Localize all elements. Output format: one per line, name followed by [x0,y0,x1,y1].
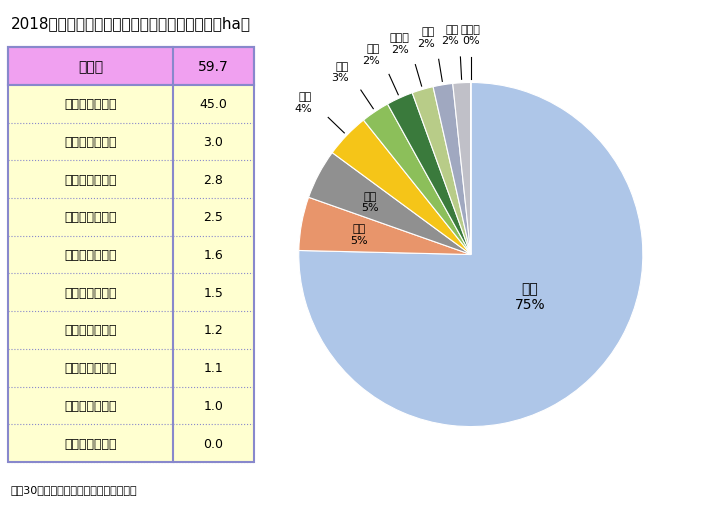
Text: 1.1: 1.1 [204,362,223,374]
Text: 2018年産　瀬戸ジャイアンツの栽培面積（単位ha）: 2018年産 瀬戸ジャイアンツの栽培面積（単位ha） [11,16,251,31]
Wedge shape [309,154,471,255]
Text: 岡　　　　　山: 岡 山 [64,98,117,111]
Text: 平成30年産特産果樹生産動態等調査より: 平成30年産特産果樹生産動態等調査より [11,484,137,494]
Text: 愛　　　　　知: 愛 知 [64,173,117,186]
Text: 1.2: 1.2 [204,324,223,337]
Text: 大分
2%: 大分 2% [417,27,435,49]
Text: 2.8: 2.8 [203,173,224,186]
Text: 香　　　　　川: 香 川 [64,136,117,148]
Bar [8,86,254,123]
Text: 和　歌　　　山: 和 歌 山 [64,324,117,337]
Text: 和歌山
2%: 和歌山 2% [389,33,409,55]
Bar [8,274,254,312]
Wedge shape [412,87,471,255]
Wedge shape [332,121,471,255]
Wedge shape [299,83,643,427]
Text: 兵庫
2%: 兵庫 2% [362,44,379,66]
Text: そ　の　　　他: そ の 他 [64,437,117,450]
Bar [8,387,254,424]
Bar [8,312,254,349]
Text: 総　計: 総 計 [78,60,103,74]
Text: 愛知
5%: 愛知 5% [362,191,379,213]
Text: 1.6: 1.6 [204,248,223,262]
Text: 2.5: 2.5 [203,211,224,224]
Text: 愛媛
4%: 愛媛 4% [295,92,312,114]
Text: 1.0: 1.0 [203,399,224,412]
Text: 愛　　　　　媛: 愛 媛 [64,211,117,224]
Bar [8,349,254,387]
Text: 山形
2%: 山形 2% [442,25,459,46]
Bar [8,236,254,274]
Text: 兵　　　　　庫: 兵 庫 [64,286,117,299]
Bar [8,48,254,86]
Text: 3.0: 3.0 [203,136,224,148]
Text: 1.5: 1.5 [203,286,224,299]
Text: 45.0: 45.0 [200,98,227,111]
Wedge shape [299,198,471,255]
Bar [8,161,254,198]
Wedge shape [433,84,471,255]
Bar [8,123,254,161]
Text: 0.0: 0.0 [203,437,224,450]
Text: 徳島
3%: 徳島 3% [331,62,348,83]
Wedge shape [363,105,471,255]
Text: その他
0%: その他 0% [461,24,481,46]
Text: 大　　　　　分: 大 分 [64,362,117,374]
Wedge shape [452,83,471,255]
Wedge shape [387,93,471,255]
Bar [8,48,254,462]
Text: 59.7: 59.7 [198,60,229,74]
Bar [8,424,254,462]
Text: 香川
5%: 香川 5% [350,224,368,245]
Bar [8,198,254,236]
Text: 岡山
75%: 岡山 75% [515,281,545,312]
Text: 徳　　　　　島: 徳 島 [64,248,117,262]
Text: 山　　　　　形: 山 形 [64,399,117,412]
